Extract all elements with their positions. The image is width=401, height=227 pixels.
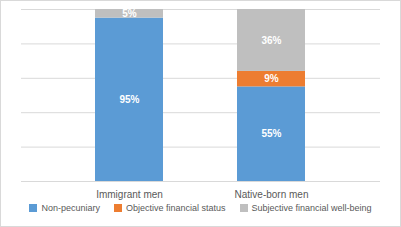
html-text:Non-pecuniary: Non-pecuniary — [41, 203, 100, 213]
svg-text:5%: 5% — [122, 8, 137, 19]
html-text:Objective financial status: Objective financial status — [125, 203, 226, 213]
svg-text:9%: 9% — [264, 73, 279, 84]
svg-text:55%: 55% — [261, 128, 281, 139]
svg-text:Native-born men: Native-born men — [235, 189, 309, 200]
svg-text:36%: 36% — [261, 35, 281, 46]
svg-text:Immigrant men: Immigrant men — [96, 189, 163, 200]
html-text:Subjective financial well-bein: Subjective financial well-being — [251, 203, 372, 213]
svg-text:95%: 95% — [119, 94, 139, 105]
